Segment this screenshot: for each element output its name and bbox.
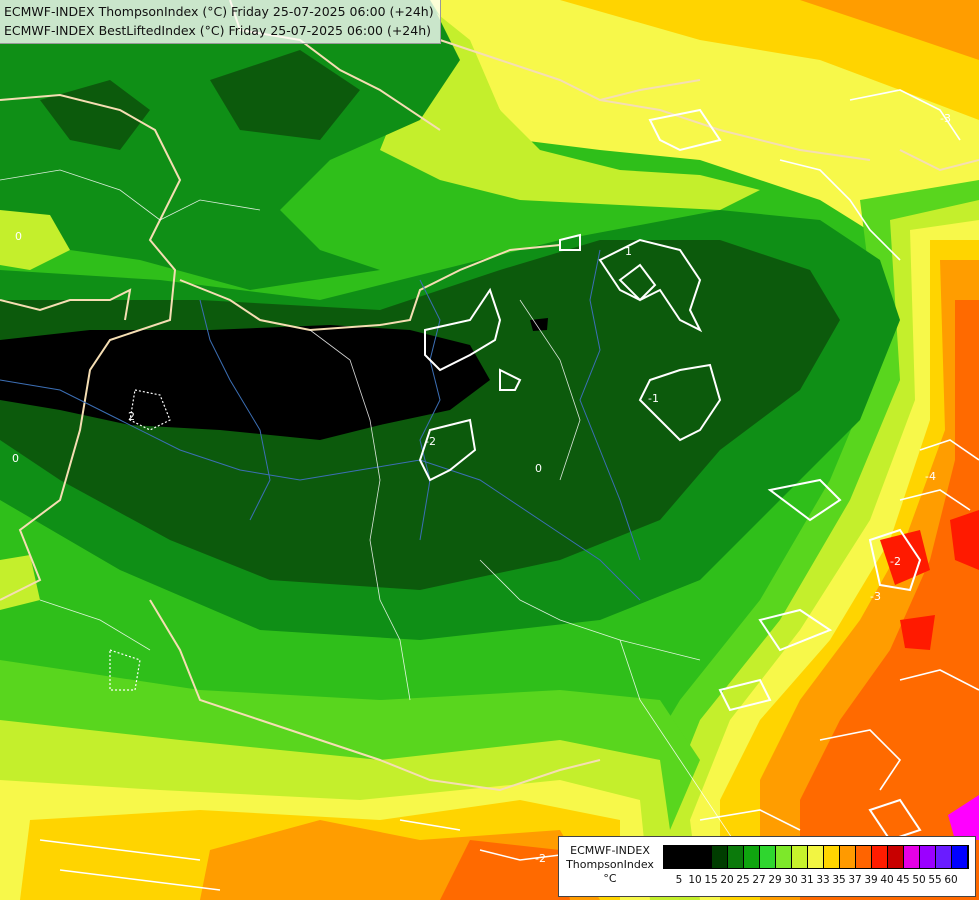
contour-label: 2 xyxy=(128,410,135,423)
legend-swatch xyxy=(904,846,920,868)
legend-tick-label: 27 xyxy=(752,874,766,886)
contour-label: -2 xyxy=(535,852,546,865)
river-lines xyxy=(0,249,641,601)
legend-tick-label: 31 xyxy=(800,874,814,886)
contour-label: -2 xyxy=(425,435,436,448)
legend-swatch xyxy=(840,846,856,868)
field-gold-north xyxy=(560,0,979,120)
lifted-index-dotted xyxy=(109,389,171,691)
legend-tick-label: 45 xyxy=(896,874,910,886)
legend-swatch xyxy=(744,846,760,868)
legend-tick-label: 30 xyxy=(784,874,798,886)
legend-tick-label: 33 xyxy=(816,874,830,886)
legend-tick-label: 50 xyxy=(912,874,926,886)
field-light-green-west-1 xyxy=(0,210,70,270)
legend-swatch xyxy=(760,846,776,868)
legend-tick-label: 39 xyxy=(864,874,878,886)
border-lines xyxy=(0,0,979,792)
contour-label: -3 xyxy=(870,590,881,603)
lifted-index-contours xyxy=(418,108,922,842)
legend-tick-label: 15 xyxy=(704,874,718,886)
legend-swatch xyxy=(792,846,808,868)
legend-swatch xyxy=(920,846,936,868)
legend-tick-label: 37 xyxy=(848,874,862,886)
map-title: ECMWF-INDEX ThompsonIndex (°C) Friday 25… xyxy=(0,0,441,44)
field-dark-orange-east xyxy=(800,300,979,900)
contour-label: 0 xyxy=(535,462,542,475)
legend-color-bar xyxy=(663,845,969,869)
legend-title: ECMWF-INDEX ThompsonIndex °C xyxy=(559,844,661,886)
lifted-index-contours-east xyxy=(699,89,979,831)
legend-swatch xyxy=(888,846,904,868)
field-magenta-east xyxy=(948,795,979,840)
legend-tick-labels: 5 10 15 20 25 27 29 30 31 33 35 37 39 40 45 50 55 60 xyxy=(663,874,959,886)
legend-tick-label: 5 xyxy=(675,874,683,886)
contour-label: -3 xyxy=(940,112,951,125)
field-light-green-west-2 xyxy=(0,555,40,610)
legend-swatch xyxy=(776,846,792,868)
field-red-east-3 xyxy=(950,510,979,570)
legend-tick-label: 29 xyxy=(768,874,782,886)
field-red-east-1 xyxy=(880,530,930,585)
lifted-index-south-contours xyxy=(39,819,561,891)
legend-tick-label: 40 xyxy=(880,874,894,886)
legend-model: ECMWF-INDEX xyxy=(570,844,650,857)
field-dark-orange-south xyxy=(440,840,570,900)
legend-swatch xyxy=(872,846,888,868)
contour-label: 0 xyxy=(12,452,19,465)
admin-lines xyxy=(0,169,761,881)
contour-label: 1 xyxy=(625,245,632,258)
legend-swatch xyxy=(952,846,968,868)
title-thompson-index: ECMWF-INDEX ThompsonIndex (°C) Friday 25… xyxy=(4,4,434,19)
field-orange-north xyxy=(800,0,979,60)
field-red-east-2 xyxy=(900,615,935,650)
legend-tick-spacer xyxy=(663,874,671,886)
legend-parameter: ThompsonIndex xyxy=(566,858,654,871)
legend-swatch xyxy=(712,846,728,868)
legend-swatch xyxy=(936,846,952,868)
field-dark-green-northwest-2 xyxy=(210,50,360,140)
legend-tick-label: 35 xyxy=(832,874,846,886)
legend-swatch xyxy=(696,846,712,868)
color-legend: ECMWF-INDEX ThompsonIndex °C 5 10 15 20 25 27… xyxy=(558,836,976,897)
legend-swatch xyxy=(824,846,840,868)
legend-unit: °C xyxy=(603,872,617,885)
legend-tick-label: 55 xyxy=(928,874,942,886)
title-best-lifted-index: ECMWF-INDEX BestLiftedIndex (°C) Friday … xyxy=(4,23,432,38)
legend-swatch xyxy=(808,846,824,868)
legend-tick-label: 10 xyxy=(688,874,702,886)
legend-swatch xyxy=(664,846,680,868)
legend-swatch xyxy=(680,846,696,868)
legend-tick-label: 25 xyxy=(736,874,750,886)
contour-label: -1 xyxy=(648,392,659,405)
legend-tick-label: 20 xyxy=(720,874,734,886)
legend-swatch xyxy=(728,846,744,868)
contour-label: -4 xyxy=(925,470,936,483)
contour-label: 0 xyxy=(15,230,22,243)
legend-tick-label: 60 xyxy=(944,874,958,886)
legend-swatch xyxy=(856,846,872,868)
contour-label: -2 xyxy=(890,555,901,568)
